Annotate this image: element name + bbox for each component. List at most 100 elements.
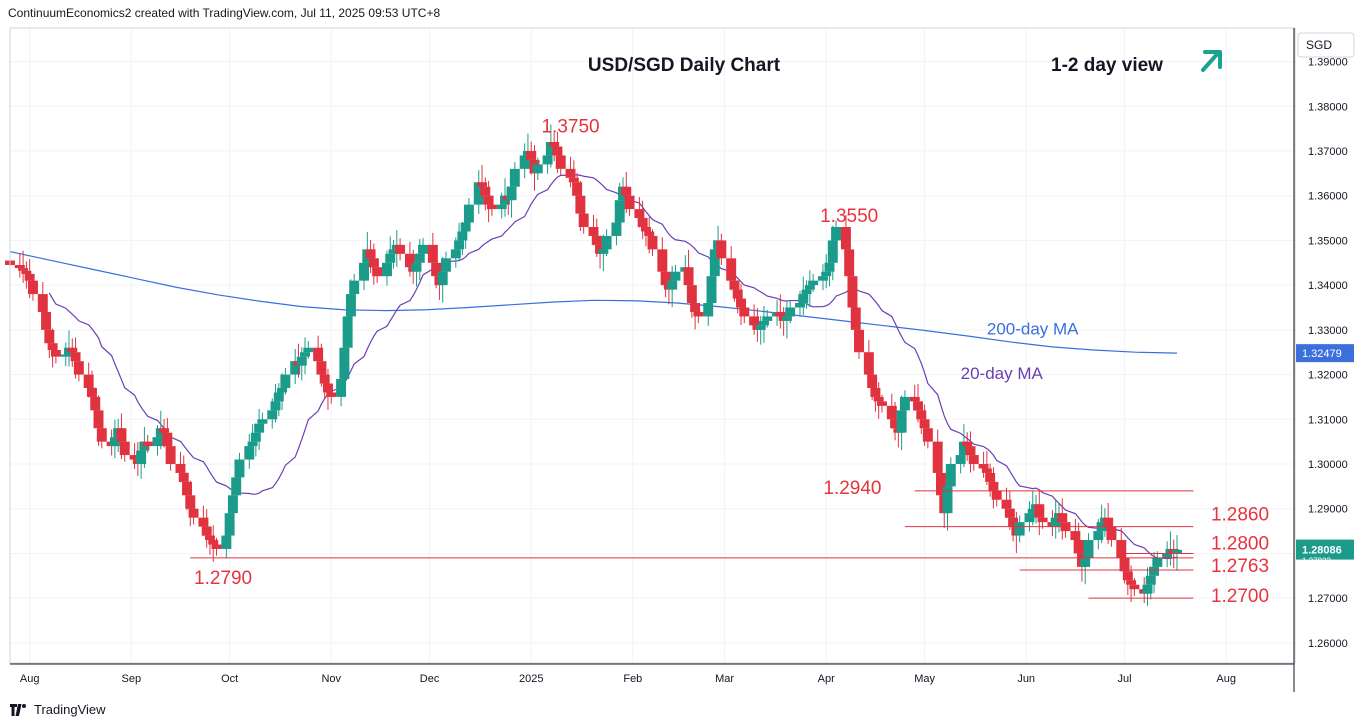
candle-body [667, 280, 678, 290]
candle-body [863, 352, 874, 375]
candle-body [749, 316, 760, 326]
candle-body [93, 410, 104, 429]
candle-body [726, 258, 737, 281]
labels-layer: 1.3750 1.3550 200-day MA 20-day MA USD/SGD D… [541, 50, 1222, 383]
candle-body [644, 231, 655, 236]
y-tick-label: 1.34000 [1308, 280, 1348, 292]
candle-body [575, 195, 586, 214]
candle-body [824, 262, 835, 272]
candle-body [109, 437, 120, 447]
y-tick-label: 1.36000 [1308, 191, 1348, 203]
candle-body [14, 265, 25, 269]
candle-body [1126, 580, 1137, 585]
candle-body [598, 249, 609, 254]
candle-body [732, 289, 743, 299]
attribution-text: ContinuumEconomics2 created with Trading… [8, 6, 441, 20]
candle-body [477, 182, 488, 187]
candle-body [457, 231, 468, 241]
candle-body [640, 226, 651, 232]
candle-body [165, 446, 176, 465]
candle-body [981, 468, 992, 473]
candle-body [1004, 508, 1015, 518]
candle-body [290, 361, 301, 375]
x-tick-label: Mar [715, 673, 734, 685]
candle-body [545, 142, 556, 156]
ma-label: 200-day MA [987, 319, 1079, 338]
candle-body [762, 316, 773, 321]
y-tick-label: 1.29000 [1308, 504, 1348, 516]
candle-body [588, 226, 599, 236]
candle-body [418, 244, 429, 254]
candle-body [637, 218, 648, 227]
candle-body [250, 432, 261, 442]
candle-body [411, 262, 422, 272]
candle-body [303, 347, 314, 353]
price-tag-box [1296, 539, 1354, 560]
candle-body [985, 472, 996, 482]
candle-body [277, 387, 288, 393]
candle-body [270, 401, 281, 411]
candle-body [178, 472, 189, 482]
candle-body [342, 316, 353, 348]
ma200-line [9, 251, 1178, 354]
candle-body [968, 455, 979, 465]
candle-body [267, 410, 278, 420]
candle-body [1014, 522, 1025, 536]
candle-body [24, 273, 35, 281]
candle-body [1145, 575, 1156, 585]
candle-body [991, 490, 1002, 500]
candle-body [867, 374, 878, 388]
candle-body [473, 182, 484, 205]
peak-label: 1.3750 [541, 117, 599, 138]
candle-body [1057, 513, 1068, 523]
candle-body [388, 249, 399, 254]
candle-body [978, 464, 989, 469]
candle-body [935, 472, 946, 496]
candle-body [844, 249, 855, 277]
candle-body [47, 343, 58, 350]
candle-body [775, 311, 786, 317]
candle-body [44, 329, 55, 344]
candle-body [162, 432, 173, 447]
peak-label: 1.3550 [820, 206, 878, 227]
candle-body [1122, 571, 1133, 581]
candle-body [182, 481, 192, 496]
candle-body [578, 213, 589, 227]
candle-body [27, 280, 38, 295]
candle-body [319, 374, 330, 384]
candle-body [257, 419, 268, 424]
x-tick-label: Jul [1118, 673, 1132, 685]
currency-box [1297, 32, 1355, 58]
candle-body [958, 441, 969, 456]
y-tick-label: 1.38000 [1308, 101, 1348, 113]
candle-body [1050, 517, 1061, 527]
candle-body [1037, 517, 1048, 523]
candle-body [395, 244, 406, 254]
candle-body [280, 374, 291, 388]
candle-body [922, 428, 933, 442]
candle-body [614, 200, 625, 223]
candle-body [821, 271, 832, 277]
candle-body [1008, 517, 1019, 527]
x-tick-label: Apr [818, 673, 835, 685]
candle-body [349, 280, 360, 295]
candle-body [634, 209, 645, 219]
candle-body [801, 289, 812, 295]
candle-body [83, 374, 94, 388]
candle-body [119, 441, 130, 456]
candle-body [611, 222, 622, 236]
candle-body [736, 298, 746, 308]
candle-body [552, 146, 563, 156]
tradingview-logo-icon [10, 703, 26, 716]
x-tick-label: Oct [221, 673, 238, 685]
x-tick-label: Jun [1017, 673, 1035, 685]
candle-body [827, 240, 838, 263]
candle-body [326, 392, 337, 397]
candle-body [739, 307, 750, 317]
candle-body [90, 396, 101, 411]
candle-body [1162, 553, 1173, 558]
candle-body [670, 271, 681, 281]
candle-body [519, 155, 530, 169]
y-tick-label: 1.39000 [1308, 57, 1348, 69]
